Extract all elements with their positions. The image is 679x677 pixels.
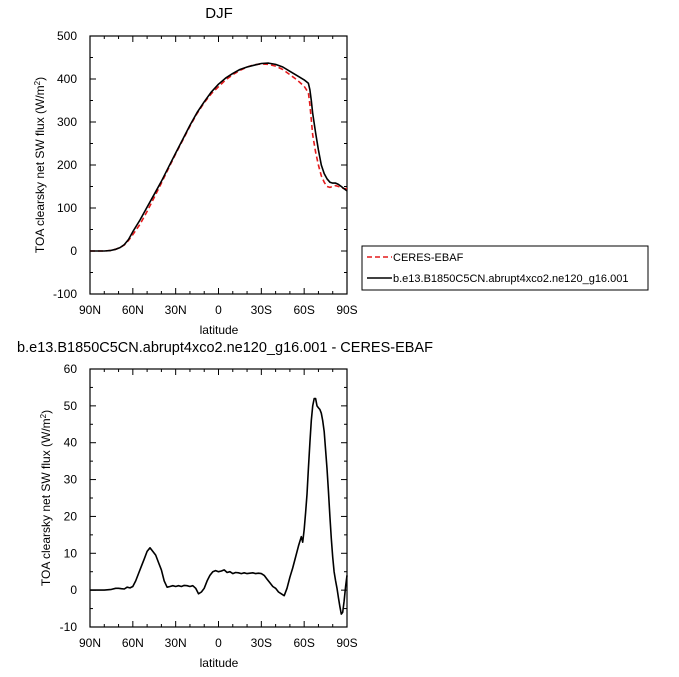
top-x-tick-label: 60N <box>122 303 144 317</box>
top-y-tick-label: 500 <box>57 29 77 43</box>
legend: CERES-EBAF b.e13.B1850C5CN.abrupt4xco2.n… <box>361 245 649 291</box>
top-y-tick-label: -100 <box>53 287 77 301</box>
top-x-tick-label: 30S <box>251 303 272 317</box>
bottom-x-tick-label: 30N <box>165 636 187 650</box>
bottom-y-tick-label: 50 <box>64 399 78 413</box>
bottom-x-tick-label: 60N <box>122 636 144 650</box>
top-x-tick-label: 90N <box>79 303 101 317</box>
bottom-x-tick-label: 60S <box>293 636 314 650</box>
bottom-x-tick-label: 90S <box>336 636 357 650</box>
bottom-x-tick-label: 30S <box>251 636 272 650</box>
bottom-y-axis-label-main: TOA clearsky net SW flux (W/m <box>39 418 53 586</box>
bottom-y-tick-label: 20 <box>64 509 78 523</box>
bottom-x-axis-label: latitude <box>200 656 239 670</box>
bottom-y-tick-label: -10 <box>60 620 78 634</box>
top-panel: DJF 90N 60N 30N 0 30S 60S 90S -100 0 100 200 300 400… <box>33 5 649 337</box>
bottom-y-tick-label: 30 <box>64 473 78 487</box>
top-x-tick-label: 30N <box>165 303 187 317</box>
top-y-axis-label-end: ) <box>33 77 47 81</box>
bottom-panel: b.e13.B1850C5CN.abrupt4xco2.ne120_g16.00… <box>17 340 433 670</box>
bottom-y-axis-label-sup: 2 <box>39 413 48 418</box>
bottom-y-tick-label: 60 <box>64 362 78 376</box>
top-y-tick-label: 0 <box>70 244 77 258</box>
bottom-y-tick-label: 40 <box>64 436 78 450</box>
top-y-tick-label: 100 <box>57 201 77 215</box>
top-x-tick-label: 60S <box>293 303 314 317</box>
top-series-layer <box>90 62 348 252</box>
top-x-axis-label: latitude <box>200 323 239 337</box>
top-y-tick-label: 200 <box>57 158 77 172</box>
bottom-y-axis-label-end: ) <box>39 410 53 414</box>
top-x-tick-label: 0 <box>215 303 222 317</box>
top-chart-title: DJF <box>205 5 233 22</box>
bottom-y-tick-label: 0 <box>70 583 77 597</box>
bottom-chart-title: b.e13.B1850C5CN.abrupt4xco2.ne120_g16.00… <box>17 340 433 356</box>
bottom-y-tick-label: 10 <box>64 546 78 560</box>
bottom-x-tick-label: 90N <box>79 636 101 650</box>
legend-label-ceres: CERES-EBAF <box>393 252 464 264</box>
bottom-series-layer <box>90 397 348 615</box>
top-y-tick-label: 300 <box>57 115 77 129</box>
bottom-y-axis-label: TOA clearsky net SW flux (W/m2) <box>39 410 54 586</box>
top-series-line-0 <box>90 63 347 252</box>
legend-label-model: b.e13.B1850C5CN.abrupt4xco2.ne120_g16.00… <box>393 273 628 285</box>
bottom-series-line-0 <box>90 397 348 615</box>
top-series-line-1 <box>90 62 348 252</box>
top-y-axis-label-main: TOA clearsky net SW flux (W/m <box>33 85 47 253</box>
top-y-axis-label: TOA clearsky net SW flux (W/m2) <box>33 77 48 253</box>
top-x-tick-label: 90S <box>336 303 357 317</box>
top-y-axis-label-sup: 2 <box>33 80 42 85</box>
top-plot-frame <box>89 35 348 295</box>
top-axis-ticks: 90N 60N 30N 0 30S 60S 90S -100 0 100 200 300 400 500 <box>53 29 358 317</box>
top-y-tick-label: 400 <box>57 72 77 86</box>
bottom-axis-ticks: 90N 60N 30N 0 30S 60S 90S -10 0 10 20 30 40 50 60 <box>60 362 358 650</box>
legend-box <box>361 245 649 291</box>
bottom-x-tick-label: 0 <box>215 636 222 650</box>
